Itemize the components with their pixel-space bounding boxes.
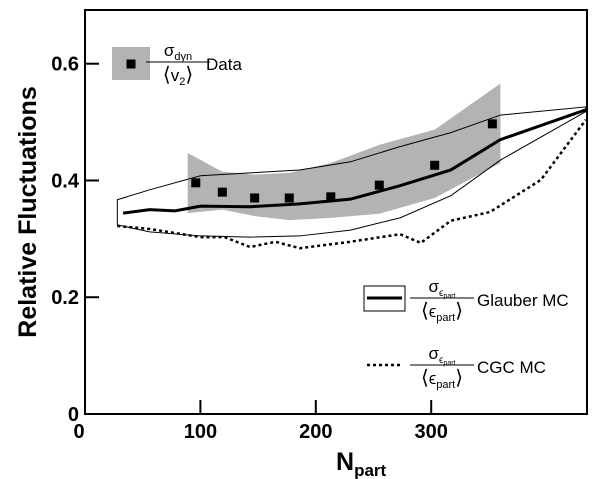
legend-mean-sub: part <box>436 312 455 324</box>
legend-band <box>363 285 406 312</box>
legend-mean-open: ⟨ <box>163 64 171 86</box>
y-tick-label: 0 <box>68 404 79 426</box>
legend-mean-open: ⟨ <box>421 300 429 322</box>
legend-symbol: σ <box>429 277 440 296</box>
y-axis-title: Relative Fluctuations <box>14 86 42 337</box>
marker <box>326 192 336 202</box>
legend-symbol-sub: ϵ <box>439 288 444 299</box>
line <box>122 108 587 215</box>
legend-symbol: σ <box>429 344 440 363</box>
legend-label: Glauber MC <box>477 291 569 310</box>
x-tick-label: 200 <box>299 421 332 443</box>
legend-label: CGC MC <box>477 358 546 377</box>
legend-symbol-subsub: part <box>443 360 455 367</box>
legend-mean-sub: 2 <box>179 76 185 88</box>
legend-mean-symbol: ϵ <box>429 302 437 321</box>
legend-mean-close: ⟩ <box>185 64 193 86</box>
legend-denominator: ⟨ϵpart⟩ <box>421 367 463 391</box>
legend-label: Data <box>206 55 242 74</box>
marker <box>284 193 294 203</box>
marker <box>191 178 201 188</box>
legend-symbol-sub: ϵ <box>439 355 444 366</box>
legend-numerator: σϵpart <box>429 277 456 300</box>
legend-numerator: σdyn <box>164 41 192 63</box>
legend-mean-symbol: v <box>171 66 180 85</box>
x-axis-title-main: N <box>336 448 354 476</box>
legend-denominator: ⟨v2⟩ <box>163 64 193 88</box>
band <box>187 83 501 221</box>
legend-denominator: ⟨ϵpart⟩ <box>421 300 463 324</box>
legend-symbol-subsub: part <box>443 293 455 300</box>
x-axis-title: Npart <box>336 448 387 479</box>
marker <box>217 187 227 197</box>
line <box>117 119 587 250</box>
y-tick-label: 0.6 <box>51 54 79 76</box>
legend-numerator: σϵpart <box>429 344 456 367</box>
x-tick-label: 300 <box>415 421 448 443</box>
legend-mean-close: ⟩ <box>455 300 463 322</box>
band <box>116 106 587 238</box>
legend-symbol-sub: dyn <box>174 51 192 63</box>
legend-symbol: σ <box>164 41 175 60</box>
marker <box>250 193 260 203</box>
x-tick-label: 0 <box>73 421 84 443</box>
marker <box>430 160 440 170</box>
plot-frame <box>84 9 588 415</box>
legend-mean-open: ⟨ <box>421 367 429 389</box>
legend-mean-symbol: ϵ <box>429 369 437 388</box>
y-tick-label: 0.4 <box>51 170 80 192</box>
y-tick-label: 0.2 <box>51 287 79 309</box>
legend-marker <box>126 59 136 69</box>
marker <box>487 119 497 129</box>
marker <box>374 180 384 190</box>
x-axis-title-sub: part <box>354 461 386 479</box>
legend-mean-close: ⟩ <box>455 367 463 389</box>
x-tick-label: 100 <box>184 421 217 443</box>
legend-mean-sub: part <box>436 379 455 391</box>
